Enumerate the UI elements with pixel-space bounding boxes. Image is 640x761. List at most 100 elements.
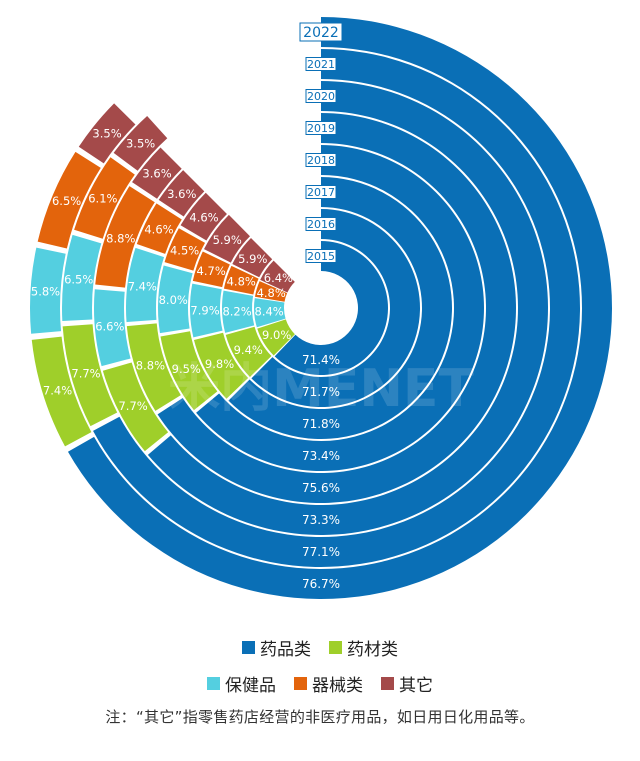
value-label-herbal-2017: 9.8% (205, 357, 234, 371)
value-label-health-2015: 8.4% (255, 305, 284, 319)
segment-drugs-2018 (196, 145, 485, 471)
value-label-other-2019: 3.6% (167, 187, 196, 201)
value-label-other-2015: 6.4% (264, 271, 293, 285)
segment-health-2015 (254, 298, 286, 328)
segment-health-2020 (94, 289, 131, 367)
value-label-drugs-2021: 77.1% (302, 545, 340, 559)
segment-devices-2015 (254, 281, 288, 302)
segment-devices-2019 (136, 203, 182, 254)
value-label-devices-2016: 4.8% (227, 275, 256, 289)
legend-swatch-other (381, 676, 394, 690)
legend-swatch-drugs (242, 640, 255, 654)
segment-other-2020 (132, 147, 182, 199)
legend-label-devices: 器械类 (312, 675, 363, 696)
segment-devices-2020 (95, 186, 155, 288)
value-label-other-2016: 5.9% (238, 252, 267, 266)
legend-label-drugs: 药品类 (260, 639, 311, 660)
year-badge-2019 (305, 121, 337, 135)
value-label-drugs-2016: 71.7% (302, 385, 340, 399)
legend-row-1: 药品类 药材类 (0, 632, 640, 662)
legend-label-herbal: 药材类 (347, 639, 398, 660)
legend: 药品类 药材类 保健品 器械类 其它 (0, 632, 640, 704)
year-label-2022: 2022 (303, 25, 339, 41)
legend-label-health: 保健品 (225, 675, 276, 696)
value-label-health-2020: 6.6% (95, 320, 124, 334)
value-label-devices-2019: 4.6% (144, 223, 173, 237)
segment-devices-2018 (164, 228, 206, 271)
value-label-devices-2017: 4.7% (197, 264, 226, 278)
year-labels: 2022 2021 2020 2019 2018 2017 2016 2015 (299, 22, 343, 263)
segment-herbal-2021 (62, 324, 118, 427)
legend-label-other: 其它 (399, 675, 433, 696)
segment-devices-2022 (37, 151, 101, 249)
year-label-2020: 2020 (307, 90, 335, 103)
value-label-drugs-2017: 71.8% (302, 417, 340, 431)
year-label-2019: 2019 (307, 122, 335, 135)
segment-other-2016 (232, 237, 273, 278)
value-label-herbal-2016: 9.4% (234, 343, 263, 357)
segment-health-2019 (126, 247, 165, 323)
year-label-2021: 2021 (307, 58, 335, 71)
ring-segments (29, 17, 613, 599)
year-badge-2022 (299, 22, 343, 42)
segment-herbal-2022 (31, 336, 92, 447)
value-label-drugs-2019: 75.6% (302, 481, 340, 495)
segment-herbal-2019 (126, 323, 181, 411)
year-badge-2020 (305, 89, 337, 103)
year-badge-2021 (305, 57, 337, 71)
segment-devices-2016 (223, 265, 259, 295)
value-label-drugs-2018: 73.4% (302, 449, 340, 463)
year-badge-2016 (305, 217, 337, 231)
value-label-health-2022: 5.8% (31, 284, 60, 298)
segment-health-2016 (221, 290, 255, 333)
legend-item-other: 其它 (381, 671, 433, 696)
legend-row-2: 保健品 器械类 其它 (0, 668, 640, 698)
value-label-health-2018: 8.0% (159, 293, 188, 307)
value-label-drugs-2020: 73.3% (302, 513, 340, 527)
segment-herbal-2017 (193, 332, 249, 399)
value-label-herbal-2021: 7.7% (71, 367, 100, 381)
value-label-devices-2022: 6.5% (52, 194, 81, 208)
value-label-herbal-2022: 7.4% (43, 383, 72, 397)
value-label-other-2021: 3.5% (126, 137, 155, 151)
value-label-devices-2018: 4.5% (170, 244, 199, 258)
year-label-2018: 2018 (307, 154, 335, 167)
year-label-2015: 2015 (307, 250, 335, 263)
legend-swatch-health (207, 676, 220, 690)
year-badge-2017 (305, 185, 337, 199)
value-label-health-2016: 8.2% (222, 304, 251, 318)
value-label-health-2021: 6.5% (64, 272, 93, 286)
segment-devices-2021 (74, 157, 135, 239)
segment-other-2017 (203, 214, 250, 263)
year-badge-2018 (305, 153, 337, 167)
segment-other-2019 (158, 170, 205, 217)
chart-note: 注：“其它”指零售药店经营的非医疗用品，如日用日化用品等。 (105, 708, 535, 726)
value-label-herbal-2020: 7.7% (118, 399, 147, 413)
value-label-herbal-2018: 9.5% (172, 362, 201, 376)
segment-health-2018 (158, 265, 193, 334)
year-label-2017: 2017 (307, 186, 335, 199)
value-label-drugs-2022: 76.7% (302, 577, 340, 591)
legend-item-drugs: 药品类 (242, 635, 311, 660)
segment-devices-2017 (192, 251, 230, 288)
value-label-other-2018: 4.6% (189, 210, 218, 224)
segment-drugs-2017 (228, 177, 453, 439)
segment-herbal-2016 (225, 326, 272, 377)
segment-drugs-2016 (251, 209, 420, 407)
segment-herbal-2015 (257, 319, 295, 356)
value-label-health-2017: 7.9% (190, 303, 219, 317)
year-badge-2015 (305, 249, 337, 263)
legend-swatch-herbal (329, 640, 342, 654)
segment-herbal-2018 (160, 331, 218, 411)
value-label-other-2022: 3.5% (92, 127, 121, 141)
segment-health-2021 (62, 234, 102, 322)
legend-item-devices: 器械类 (294, 671, 363, 696)
segment-other-2018 (180, 192, 227, 241)
value-label-devices-2020: 8.8% (106, 231, 135, 245)
year-label-2016: 2016 (307, 218, 335, 231)
legend-item-herbal: 药材类 (329, 635, 398, 660)
value-label-other-2020: 3.6% (142, 167, 171, 181)
segment-drugs-2020 (147, 81, 548, 535)
segment-other-2021 (113, 116, 168, 171)
